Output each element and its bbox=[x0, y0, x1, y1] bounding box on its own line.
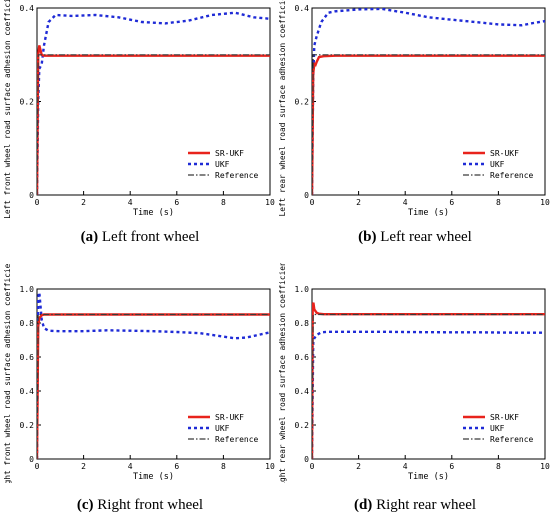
chart-a-frame bbox=[36, 7, 271, 196]
chart-d-xtick-label: 10 bbox=[540, 462, 550, 471]
chart-c-xtick-label: 10 bbox=[265, 462, 275, 471]
chart-b-ytick-label: 0.2 bbox=[295, 98, 310, 107]
chart-d-legend-label: UKF bbox=[490, 424, 505, 433]
chart-a-xtick-label: 8 bbox=[221, 198, 226, 207]
chart-c-xtick-label: 4 bbox=[128, 462, 133, 471]
chart-b-xtick-label: 4 bbox=[403, 198, 408, 207]
chart-left-front-wheel: 0 2 4 6 8 10 0 0.2 0.4 Time (s) Left front wheel r… bbox=[3, 0, 275, 219]
chart-b-legend-label: SR-UKF bbox=[490, 149, 519, 158]
chart-a-ytick-label: 0.2 bbox=[20, 98, 35, 107]
chart-b-ytick-label: 0 bbox=[304, 191, 309, 200]
chart-b-ylabel: Left rear wheel road surface adhesion co… bbox=[278, 0, 287, 217]
chart-d-ytick-label: 0.6 bbox=[295, 353, 310, 362]
chart-c-ytick-label: 0.4 bbox=[20, 387, 35, 396]
chart-c-legend-label: Reference bbox=[215, 435, 259, 444]
chart-c-ytick-label: 0.2 bbox=[20, 421, 35, 430]
chart-b-xtick-label: 10 bbox=[540, 198, 550, 207]
chart-a-xtick-label: 6 bbox=[174, 198, 179, 207]
chart-left-rear-wheel: 0 2 4 6 8 10 0 0.2 0.4 Time (s) Left rear wheel ro… bbox=[278, 0, 550, 218]
chart-b-xtick-label: 8 bbox=[496, 198, 501, 207]
chart-c-xtick-label: 6 bbox=[174, 462, 179, 471]
chart-c-ytick-label: 0.8 bbox=[20, 319, 35, 328]
caption-b: (b) Left rear wheel bbox=[285, 229, 545, 246]
caption-d: (d) Right rear wheel bbox=[285, 497, 545, 514]
chart-d-xtick-label: 6 bbox=[449, 462, 454, 471]
chart-a-legend-label: UKF bbox=[215, 160, 230, 169]
chart-b-series-ukf bbox=[312, 8, 545, 195]
chart-c-series-reference bbox=[37, 313, 270, 459]
chart-right-front-wheel: 0 2 4 6 8 10 0 0.2 0.4 0.6 0.8 1.0 Time (s) Right fro… bbox=[3, 263, 275, 483]
chart-a-xtick-label: 2 bbox=[81, 198, 86, 207]
chart-b-xtick-label: 2 bbox=[356, 198, 361, 207]
chart-a-legend-label: Reference bbox=[215, 171, 259, 180]
chart-b-xtick-label: 0 bbox=[310, 198, 315, 207]
chart-c-xtick-label: 2 bbox=[81, 462, 86, 471]
chart-a-ytick-label: 0 bbox=[29, 191, 34, 200]
chart-d-xtick-label: 2 bbox=[356, 462, 361, 471]
chart-b-ytick-label: 0.4 bbox=[295, 4, 310, 13]
chart-d-xtick-label: 8 bbox=[496, 462, 501, 471]
chart-right-rear-wheel: 0 2 4 6 8 10 0 0.2 0.4 0.6 0.8 1.0 Time (s) Right rea… bbox=[278, 263, 550, 483]
chart-d-xtick-label: 0 bbox=[310, 462, 315, 471]
chart-d-ytick-label: 1.0 bbox=[295, 285, 310, 294]
chart-c-ytick-label: 1.0 bbox=[20, 285, 35, 294]
chart-c-xlabel: Time (s) bbox=[133, 472, 174, 482]
caption-a: (a) Left front wheel bbox=[10, 229, 270, 246]
chart-b-frame bbox=[311, 7, 546, 196]
chart-d-series-reference bbox=[312, 313, 545, 459]
chart-c-series-ukf bbox=[37, 292, 270, 459]
chart-d-legend-label: SR-UKF bbox=[490, 413, 519, 422]
chart-d-ytick-label: 0 bbox=[304, 455, 309, 464]
caption-c: (c) Right front wheel bbox=[10, 497, 270, 514]
caption-b-text: Left rear wheel bbox=[376, 229, 472, 245]
chart-a-legend-label: SR-UKF bbox=[215, 149, 244, 158]
chart-a-ylabel: Left front wheel road surface adhesion c… bbox=[3, 0, 12, 219]
chart-a-xtick-label: 4 bbox=[128, 198, 133, 207]
chart-a-xlabel: Time (s) bbox=[133, 208, 174, 218]
chart-a-series-reference bbox=[37, 54, 270, 195]
caption-a-text: Left front wheel bbox=[98, 229, 200, 245]
caption-d-letter: (d) bbox=[353, 497, 373, 513]
chart-d-series-ukf bbox=[312, 330, 545, 459]
chart-a-ytick-label: 0.4 bbox=[20, 4, 35, 13]
chart-d-ylabel: Right rear wheel road surface adhesion c… bbox=[278, 263, 287, 483]
chart-b-series-reference bbox=[312, 54, 545, 195]
chart-d-xtick-label: 4 bbox=[403, 462, 408, 471]
chart-b-series-srukf bbox=[312, 54, 545, 195]
chart-c-xtick-label: 8 bbox=[221, 462, 226, 471]
chart-c-xtick-label: 0 bbox=[35, 462, 40, 471]
chart-b-xtick-label: 6 bbox=[449, 198, 454, 207]
caption-a-letter: (a) bbox=[80, 229, 99, 245]
chart-d-xlabel: Time (s) bbox=[408, 472, 449, 482]
chart-c-ytick-label: 0.6 bbox=[20, 353, 35, 362]
chart-d-ytick-label: 0.4 bbox=[295, 387, 310, 396]
caption-b-letter: (b) bbox=[358, 229, 377, 245]
chart-c-ytick-label: 0 bbox=[29, 455, 34, 464]
chart-b-xlabel: Time (s) bbox=[408, 208, 449, 218]
caption-c-letter: (c) bbox=[76, 497, 94, 513]
chart-d-legend-label: Reference bbox=[490, 435, 534, 444]
chart-b-legend-label: UKF bbox=[490, 160, 505, 169]
chart-d-ytick-label: 0.2 bbox=[295, 421, 310, 430]
caption-c-text: Right front wheel bbox=[93, 497, 204, 513]
chart-c-legend-label: SR-UKF bbox=[215, 413, 244, 422]
chart-d-ytick-label: 0.8 bbox=[295, 319, 310, 328]
chart-a-xtick-label: 10 bbox=[265, 198, 275, 207]
chart-c-legend-label: UKF bbox=[215, 424, 230, 433]
chart-b-legend-label: Reference bbox=[490, 171, 534, 180]
chart-c-ylabel: Right front wheel road surface adhesion … bbox=[3, 263, 12, 483]
chart-a-series-ukf bbox=[37, 11, 270, 195]
chart-a-xtick-label: 0 bbox=[35, 198, 40, 207]
chart-a-series-srukf bbox=[37, 45, 270, 195]
caption-d-text: Right rear wheel bbox=[372, 497, 477, 513]
